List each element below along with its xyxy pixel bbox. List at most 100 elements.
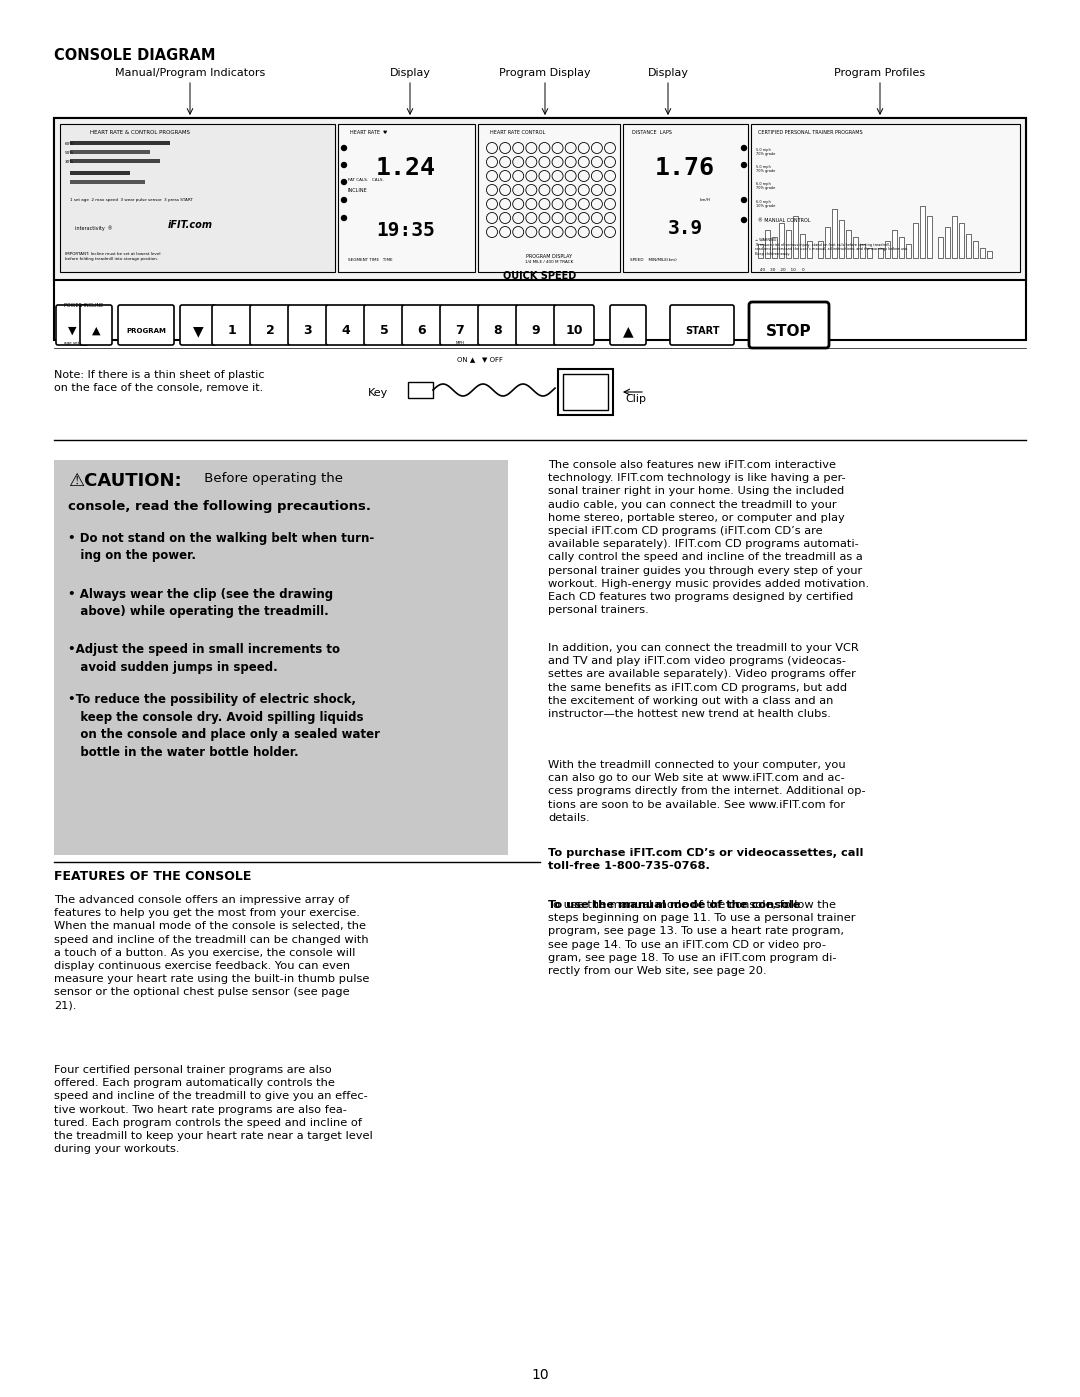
Circle shape — [341, 215, 347, 221]
Bar — [878, 247, 883, 258]
Text: 40    30    20    10     0: 40 30 20 10 0 — [760, 268, 805, 272]
Text: age set: age set — [65, 341, 80, 345]
Text: CERTIFIED PERSONAL TRAINER PROGRAMS: CERTIFIED PERSONAL TRAINER PROGRAMS — [758, 130, 863, 136]
Text: ▲: ▲ — [92, 326, 100, 337]
FancyBboxPatch shape — [118, 305, 174, 345]
Bar — [70, 141, 170, 145]
Text: 3: 3 — [303, 324, 312, 338]
Text: Four certified personal trainer programs are also
offered. Each program automati: Four certified personal trainer programs… — [54, 1065, 373, 1154]
Bar — [885, 240, 890, 258]
Text: 1: 1 — [228, 324, 237, 338]
Text: iFIT.com: iFIT.com — [167, 219, 213, 231]
Bar — [987, 251, 993, 258]
Text: 1.76: 1.76 — [654, 156, 715, 180]
Text: FAT CALS.   CALS.: FAT CALS. CALS. — [348, 177, 383, 182]
Text: 3.9: 3.9 — [667, 218, 703, 237]
Bar — [54, 117, 1026, 279]
Text: 2: 2 — [266, 324, 274, 338]
Text: ⚠CAUTION:: ⚠CAUTION: — [68, 472, 181, 490]
Text: FEATURES OF THE CONSOLE: FEATURES OF THE CONSOLE — [54, 870, 252, 883]
Text: 5: 5 — [380, 324, 389, 338]
Text: 8: 8 — [494, 324, 502, 338]
Bar — [906, 244, 912, 258]
FancyBboxPatch shape — [670, 305, 734, 345]
Text: 4: 4 — [341, 324, 350, 338]
Text: Display: Display — [648, 68, 689, 78]
Bar — [70, 180, 145, 184]
Text: HEART RATE CONTROL: HEART RATE CONTROL — [490, 130, 545, 136]
Bar — [951, 217, 957, 258]
Text: STOP: STOP — [766, 324, 812, 338]
Bar — [478, 124, 620, 272]
Text: 1/4 MILE / 400 M TRACK: 1/4 MILE / 400 M TRACK — [525, 260, 573, 264]
Bar — [772, 237, 777, 258]
Bar — [623, 124, 748, 272]
Text: HEART RATE & CONTROL PROGRAMS: HEART RATE & CONTROL PROGRAMS — [90, 130, 190, 136]
Text: 6.0 mph
10% grade: 6.0 mph 10% grade — [756, 200, 775, 208]
Text: Key: Key — [368, 388, 388, 398]
Bar — [800, 233, 805, 258]
Text: The advanced console offers an impressive array of
features to help you get the : The advanced console offers an impressiv… — [54, 895, 369, 1010]
Text: 10: 10 — [531, 1368, 549, 1382]
Text: 1 set age  2 max speed  3 wear pulse sensor  3 press START: 1 set age 2 max speed 3 wear pulse senso… — [70, 198, 193, 203]
Text: HEART RATE  ♥: HEART RATE ♥ — [350, 130, 388, 136]
Bar — [338, 124, 475, 272]
Bar — [945, 226, 950, 258]
Text: SPEED    MIN/MILE(km): SPEED MIN/MILE(km) — [630, 258, 677, 263]
Text: To use the manual mode of the console: To use the manual mode of the console — [548, 900, 800, 909]
Text: • Always wear the clip (see the drawing
   above) while operating the treadmill.: • Always wear the clip (see the drawing … — [68, 588, 333, 619]
Text: START: START — [685, 326, 719, 337]
Text: Display: Display — [390, 68, 431, 78]
Text: With the treadmill connected to your computer, you
can also go to our Web site a: With the treadmill connected to your com… — [548, 760, 866, 823]
FancyBboxPatch shape — [180, 305, 216, 345]
Text: CONSOLE DIAGRAM: CONSOLE DIAGRAM — [54, 47, 216, 63]
Text: 1.24: 1.24 — [376, 156, 436, 180]
Bar — [70, 159, 160, 163]
Bar — [54, 117, 1026, 339]
Text: To use the manual mode of the console, follow the
steps beginning on page 11. To: To use the manual mode of the console, f… — [548, 900, 855, 977]
Bar — [793, 217, 798, 258]
Text: The console also features new iFIT.com interactive
technology. IFIT.com technolo: The console also features new iFIT.com i… — [548, 460, 869, 615]
Text: IMPORTANT: Incline must be set at lowest level
before folding treadmill into sto: IMPORTANT: Incline must be set at lowest… — [65, 251, 161, 261]
Text: Program Profiles: Program Profiles — [835, 68, 926, 78]
Bar — [853, 237, 858, 258]
Text: ▼: ▼ — [68, 326, 77, 337]
Circle shape — [742, 162, 746, 168]
Bar — [558, 369, 613, 415]
FancyBboxPatch shape — [478, 305, 518, 345]
Circle shape — [341, 179, 347, 184]
Bar — [832, 210, 837, 258]
Bar — [892, 231, 897, 258]
Text: • Do not stand on the walking belt when turn-
   ing on the power.: • Do not stand on the walking belt when … — [68, 532, 375, 563]
FancyBboxPatch shape — [80, 305, 112, 345]
Bar — [758, 244, 762, 258]
Bar — [973, 240, 978, 258]
Text: ▼: ▼ — [192, 324, 203, 338]
Text: POWER INCLINE: POWER INCLINE — [65, 303, 104, 307]
Text: PROGRAM: PROGRAM — [126, 328, 166, 334]
Text: 50%: 50% — [65, 151, 75, 155]
Bar — [920, 205, 924, 258]
Bar — [939, 237, 943, 258]
Text: INCLINE: INCLINE — [348, 189, 368, 193]
FancyBboxPatch shape — [212, 305, 252, 345]
FancyBboxPatch shape — [288, 305, 328, 345]
FancyBboxPatch shape — [516, 305, 556, 345]
Bar — [779, 224, 784, 258]
FancyBboxPatch shape — [402, 305, 442, 345]
FancyBboxPatch shape — [364, 305, 404, 345]
Bar — [786, 231, 791, 258]
Bar — [60, 124, 335, 272]
Text: Before operating the: Before operating the — [200, 472, 343, 485]
FancyBboxPatch shape — [750, 302, 829, 348]
Text: SEGMENT TIME   TIME: SEGMENT TIME TIME — [348, 258, 393, 263]
Circle shape — [341, 145, 347, 151]
FancyBboxPatch shape — [440, 305, 480, 345]
Bar — [846, 231, 851, 258]
Text: console, read the following precautions.: console, read the following precautions. — [68, 500, 372, 513]
Bar — [867, 247, 872, 258]
Text: km/H: km/H — [700, 198, 711, 203]
Text: PROGRAM DISPLAY: PROGRAM DISPLAY — [526, 254, 572, 258]
FancyBboxPatch shape — [610, 305, 646, 345]
Text: MPH: MPH — [456, 341, 464, 345]
